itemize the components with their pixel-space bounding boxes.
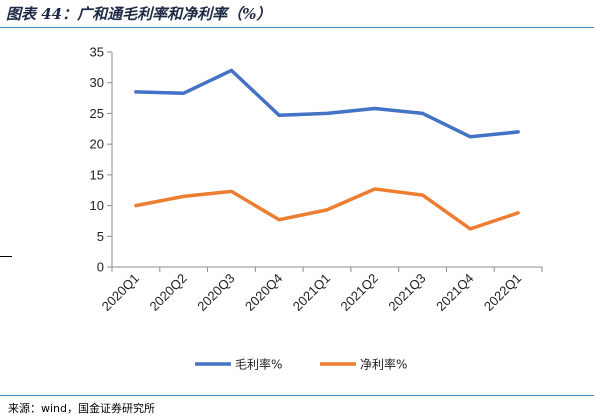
data-point [277,113,281,117]
y-tick-label: 35 [90,45,104,60]
legend-item-1: 毛利率% [195,357,282,372]
y-tick-label: 15 [90,167,104,182]
x-tick-label: 2021Q3 [385,271,428,314]
data-point [229,68,233,72]
series-line [134,68,520,139]
data-point [325,111,329,115]
y-tick-label: 5 [97,229,104,244]
y-tick-label: 30 [90,75,104,90]
data-point [468,227,472,231]
x-tick-label: 2020Q4 [242,271,285,314]
data-point [277,218,281,222]
data-point [373,187,377,191]
data-point [182,91,186,95]
x-tick-label: 2021Q4 [433,271,476,314]
y-tick-label: 10 [90,198,104,213]
data-point [421,111,425,115]
data-point [516,130,520,134]
x-tick-label: 2022Q1 [481,271,524,314]
x-tick-label: 2021Q2 [338,271,381,314]
x-axis: 2020Q1 2020Q2 2020Q3 2020Q4 2021Q1 2021Q2 2021… [99,266,543,314]
x-tick-label: 2020Q1 [99,271,142,314]
legend-item-2: 净利率% [320,357,407,372]
data-point [134,204,138,208]
series-layer [134,68,520,231]
data-point [229,189,233,193]
title-divider [0,27,594,28]
series-2 [134,187,520,231]
data-point [421,193,425,197]
y-tick-label: 20 [90,137,104,152]
data-point [182,194,186,198]
data-point [373,107,377,111]
x-tick-label: 2020Q3 [194,271,237,314]
y-tick-label: 0 [97,260,104,275]
legend-label: 毛利率% [235,357,282,372]
data-point [468,135,472,139]
x-tick-label: 2021Q1 [290,271,333,314]
series-1 [134,68,520,139]
legend-label: 净利率% [360,357,407,372]
y-tick-label: 25 [90,106,104,121]
data-point [516,211,520,215]
source-note: 来源：wind，国金证券研究所 [8,402,156,415]
legend: 毛利率% 净利率% [195,357,407,372]
y-axis: 0 5 10 15 20 25 30 35 [90,45,113,275]
x-tick-label: 2020Q2 [146,271,189,314]
data-point [325,208,329,212]
figure-title: 图表 44：广和通毛利率和净利率（%） [6,5,272,23]
footer-divider [0,395,594,396]
side-marker [0,256,12,257]
data-point [134,90,138,94]
